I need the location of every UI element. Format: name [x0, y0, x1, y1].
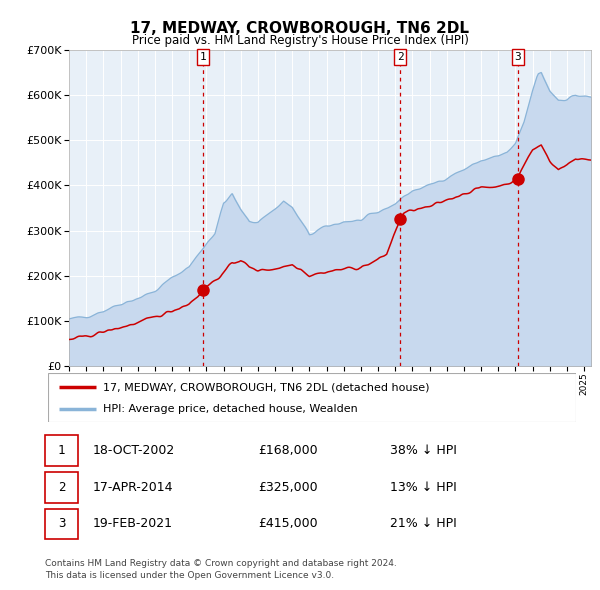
Text: 38% ↓ HPI: 38% ↓ HPI — [390, 444, 457, 457]
Text: Contains HM Land Registry data © Crown copyright and database right 2024.: Contains HM Land Registry data © Crown c… — [45, 559, 397, 568]
Text: 3: 3 — [514, 52, 521, 62]
Text: £415,000: £415,000 — [258, 517, 317, 530]
Text: 2: 2 — [397, 52, 403, 62]
Text: Price paid vs. HM Land Registry's House Price Index (HPI): Price paid vs. HM Land Registry's House … — [131, 34, 469, 47]
Text: 13% ↓ HPI: 13% ↓ HPI — [390, 481, 457, 494]
Text: 21% ↓ HPI: 21% ↓ HPI — [390, 517, 457, 530]
Text: 1: 1 — [58, 444, 65, 457]
Text: £325,000: £325,000 — [258, 481, 317, 494]
Text: 19-FEB-2021: 19-FEB-2021 — [93, 517, 173, 530]
Text: This data is licensed under the Open Government Licence v3.0.: This data is licensed under the Open Gov… — [45, 571, 334, 580]
Text: 17, MEDWAY, CROWBOROUGH, TN6 2DL (detached house): 17, MEDWAY, CROWBOROUGH, TN6 2DL (detach… — [103, 382, 430, 392]
Text: 3: 3 — [58, 517, 65, 530]
Text: 2: 2 — [58, 481, 65, 494]
Text: £168,000: £168,000 — [258, 444, 317, 457]
Text: 17, MEDWAY, CROWBOROUGH, TN6 2DL: 17, MEDWAY, CROWBOROUGH, TN6 2DL — [131, 21, 470, 35]
Text: 17-APR-2014: 17-APR-2014 — [93, 481, 173, 494]
Text: 1: 1 — [200, 52, 206, 62]
Text: 18-OCT-2002: 18-OCT-2002 — [93, 444, 175, 457]
Text: HPI: Average price, detached house, Wealden: HPI: Average price, detached house, Weal… — [103, 404, 358, 414]
